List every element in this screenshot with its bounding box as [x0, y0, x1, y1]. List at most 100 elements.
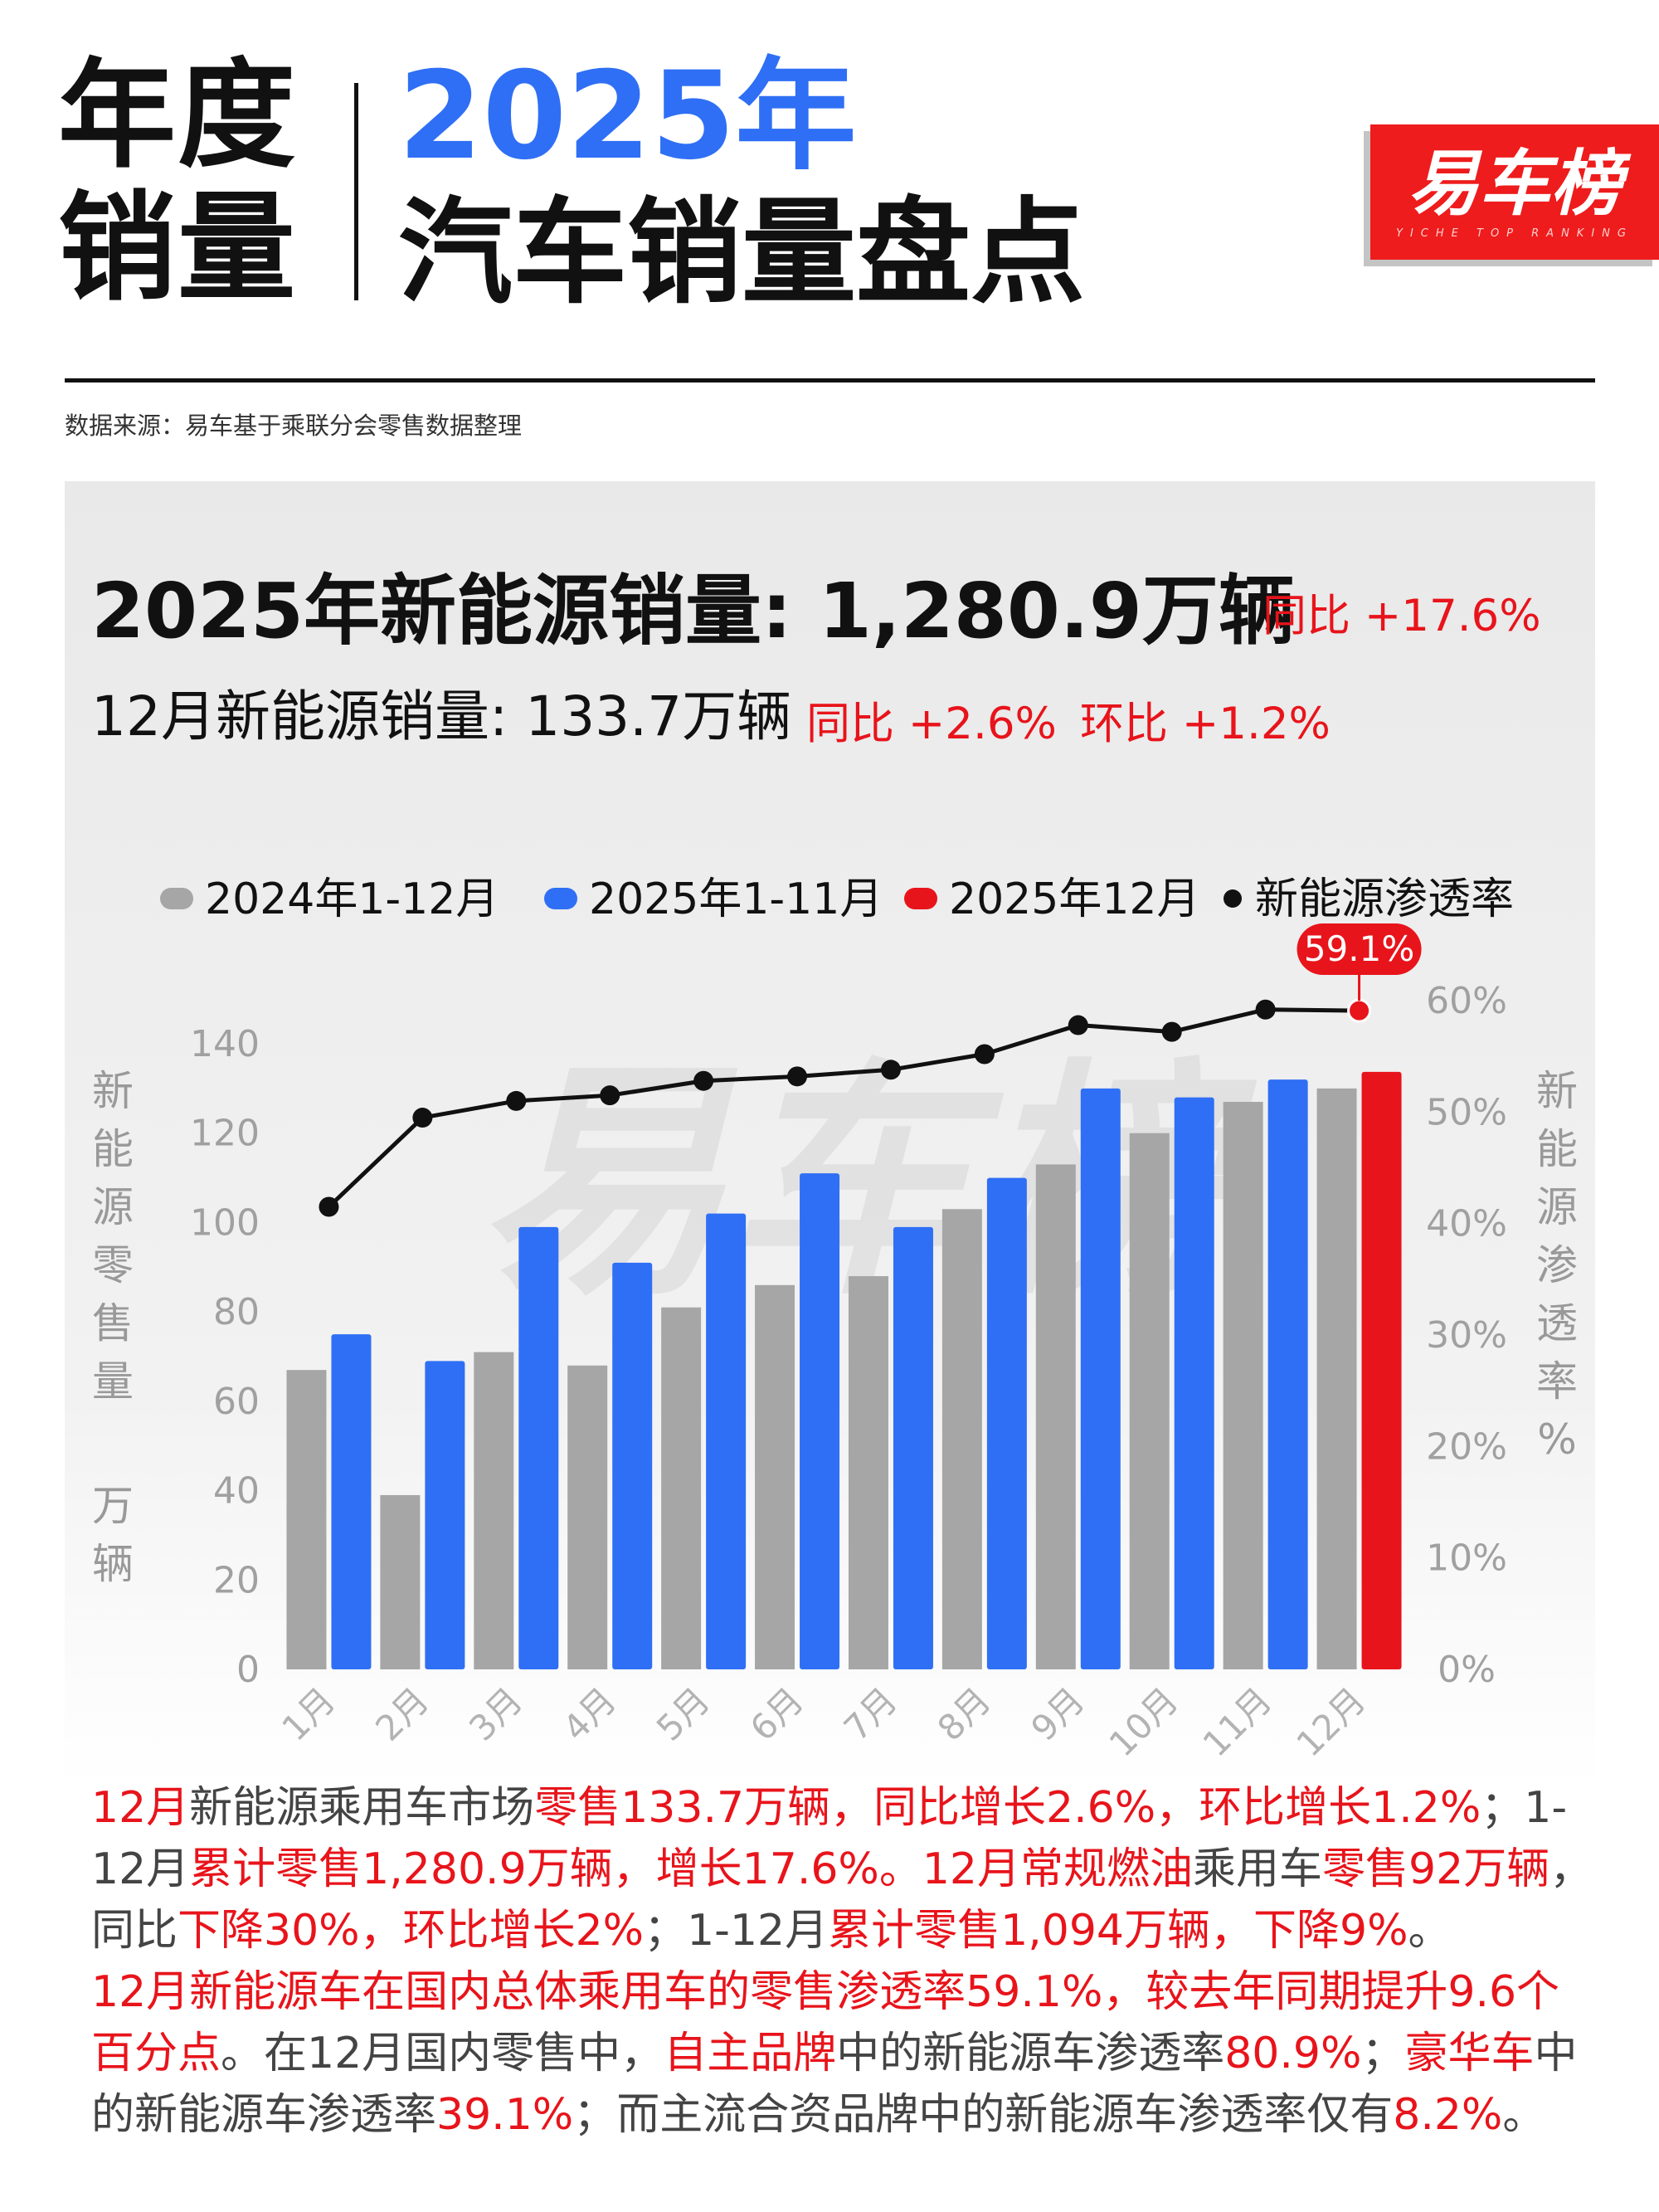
penetration-point: [319, 1196, 339, 1217]
logo-text: 易车榜: [1408, 143, 1622, 226]
bar-2025: [706, 1213, 747, 1669]
left-tick-label: 80: [213, 1291, 260, 1333]
bar-2024: [1035, 1164, 1076, 1669]
paragraph2-segment: 8.2%: [1393, 2090, 1503, 2140]
left-axis-title: 新 能 源 零 售 量 万 辆: [88, 1062, 138, 1593]
paragraph1-segment: 下降30%，环比增长2%: [178, 1906, 645, 1956]
bar-2024: [755, 1284, 795, 1669]
penetration-point: [693, 1070, 714, 1091]
paragraph2-segment: 豪华车: [1404, 2029, 1535, 2078]
paragraph1-segment: 12月: [91, 1783, 190, 1833]
bar-2025: [1174, 1097, 1214, 1669]
paragraph1-segment: 零售133.7万辆，同比增长2.6%，环比增长1.2%: [534, 1783, 1481, 1833]
x-tick-label: 3月: [461, 1679, 530, 1748]
header-year: 2025年: [398, 46, 857, 187]
bar-2024: [848, 1276, 888, 1669]
right-tick-label: 50%: [1426, 1091, 1507, 1133]
paragraph1-segment: 累计零售1,280.9万辆，增长17.6%。12月常规燃油: [189, 1844, 1194, 1894]
logo-subtext: YICHE TOP RANKING: [1396, 227, 1633, 240]
legend-item-2025: 2025年1-11月: [544, 864, 883, 926]
right-tick-label: 10%: [1426, 1537, 1507, 1580]
paragraph1-segment: ，同比: [91, 1844, 1593, 1956]
bar-2024: [1316, 1088, 1357, 1669]
paragraph1-segment: 。: [1408, 1906, 1452, 1956]
x-tick-label: 6月: [742, 1679, 811, 1748]
right-axis-char: %: [1537, 1415, 1577, 1464]
penetration-point: [880, 1060, 901, 1080]
penetration-point: [787, 1066, 808, 1087]
x-tick-label: 2月: [367, 1679, 436, 1748]
legend-swatch-gray: [160, 888, 193, 909]
december-mom: 环比 +1.2%: [1080, 699, 1331, 749]
header-left-line1: 年度: [58, 47, 297, 184]
right-tick-label: 20%: [1426, 1425, 1507, 1468]
bar-2025: [986, 1177, 1027, 1669]
right-axis-char: 透: [1536, 1299, 1578, 1347]
right-axis-title: 新 能 源 渗 透 率 %: [1532, 1062, 1582, 1469]
paragraph2-segment: 中的新能源车渗透率: [91, 2029, 1578, 2140]
annotation-bubble: [1297, 923, 1422, 975]
paragraph2-segment: 39.1%: [436, 2090, 574, 2140]
legend-label-2025: 2025年1-11月: [589, 875, 883, 924]
penetration-point: [600, 1085, 620, 1106]
left-tick-label: 140: [190, 1023, 260, 1065]
x-tick-label: 12月: [1288, 1679, 1373, 1764]
legend-item-dec: 2025年12月: [904, 864, 1200, 926]
x-tick-label: 7月: [836, 1679, 905, 1748]
left-axis-char: 新: [92, 1067, 134, 1115]
paragraph1-segment: 累计零售1,094万辆，下降9%: [828, 1906, 1408, 1956]
left-axis-char: 辆: [92, 1540, 134, 1588]
bar-2024: [661, 1307, 702, 1669]
left-axis-char: 能: [92, 1125, 134, 1173]
penetration-point: [1255, 999, 1276, 1020]
penetration-point: [1068, 1015, 1088, 1035]
right-tick-label: 30%: [1426, 1314, 1507, 1357]
december-yoy: 同比 +2.6%: [806, 699, 1057, 749]
bar-2025: [518, 1226, 559, 1669]
x-tick-label: 9月: [1024, 1679, 1092, 1748]
penetration-point: [1161, 1021, 1182, 1042]
header-rule: [65, 378, 1595, 382]
left-axis-char: 源: [92, 1183, 134, 1231]
header-divider: [354, 83, 358, 300]
left-axis-char: 零: [92, 1241, 134, 1289]
penetration-point-dec: [1347, 998, 1372, 1023]
legend-item-2024: 2024年1-12月: [160, 864, 499, 926]
penetration-point: [974, 1044, 995, 1065]
annual-yoy: 同比 +17.6%: [1262, 591, 1541, 641]
penetration-point: [412, 1108, 433, 1128]
annual-sales-title: 2025年新能源销量: 1,280.9万辆: [91, 567, 1295, 655]
legend-swatch-blue: [544, 888, 577, 909]
paragraph2-segment: 80.9%: [1224, 2029, 1362, 2078]
bar-2025: [612, 1262, 653, 1669]
right-axis-char: 率: [1536, 1357, 1578, 1406]
right-axis-char: 能: [1536, 1125, 1578, 1173]
left-axis-char: 量: [92, 1357, 134, 1406]
right-tick-label: 40%: [1426, 1203, 1507, 1245]
penetration-point: [506, 1090, 527, 1111]
header-subtitle: 汽车销量盘点: [398, 186, 1086, 319]
bar-2025: [893, 1226, 933, 1669]
x-tick-label: 4月: [555, 1679, 624, 1748]
left-tick-label: 100: [190, 1201, 260, 1244]
brand-logo: 易车榜 YICHE TOP RANKING: [1370, 124, 1659, 260]
paragraph1-segment: 零售92万辆: [1322, 1844, 1550, 1894]
paragraph2-segment: 自主品牌: [664, 2029, 837, 2078]
paragraph2-segment: 。: [1502, 2090, 1546, 2140]
paragraph2-segment: 中的新能源车渗透率: [836, 2029, 1225, 2078]
summary-paragraph-2: 12月新能源车在国内总体乘用车的零售渗透率59.1%，较去年同期提升9.6个百分…: [91, 1961, 1601, 2146]
bar-2025: [425, 1361, 465, 1669]
header-left-line2: 销量: [58, 180, 297, 317]
legend-label-dec: 2025年12月: [949, 875, 1200, 924]
paragraph2-segment: 12月新能源车在国内总体乘用车的零售渗透率59.1%，较去年同期提升9.6个百分…: [91, 1967, 1560, 2078]
paragraph1-segment: ；1-12月: [91, 1783, 1568, 1894]
left-axis-char: 售: [92, 1299, 134, 1347]
bar-2025: [331, 1334, 372, 1669]
x-tick-label: 1月: [274, 1679, 343, 1748]
legend-dot-black: [1224, 889, 1242, 908]
x-tick-label: 8月: [930, 1679, 999, 1748]
paragraph2-segment: ；而主流合资品牌中的新能源车渗透率仅有: [573, 2090, 1394, 2140]
paragraph2-segment: 。在12月国内零售中，: [221, 2029, 664, 2078]
bar-2024: [380, 1494, 421, 1669]
left-tick-label: 0: [236, 1649, 260, 1691]
